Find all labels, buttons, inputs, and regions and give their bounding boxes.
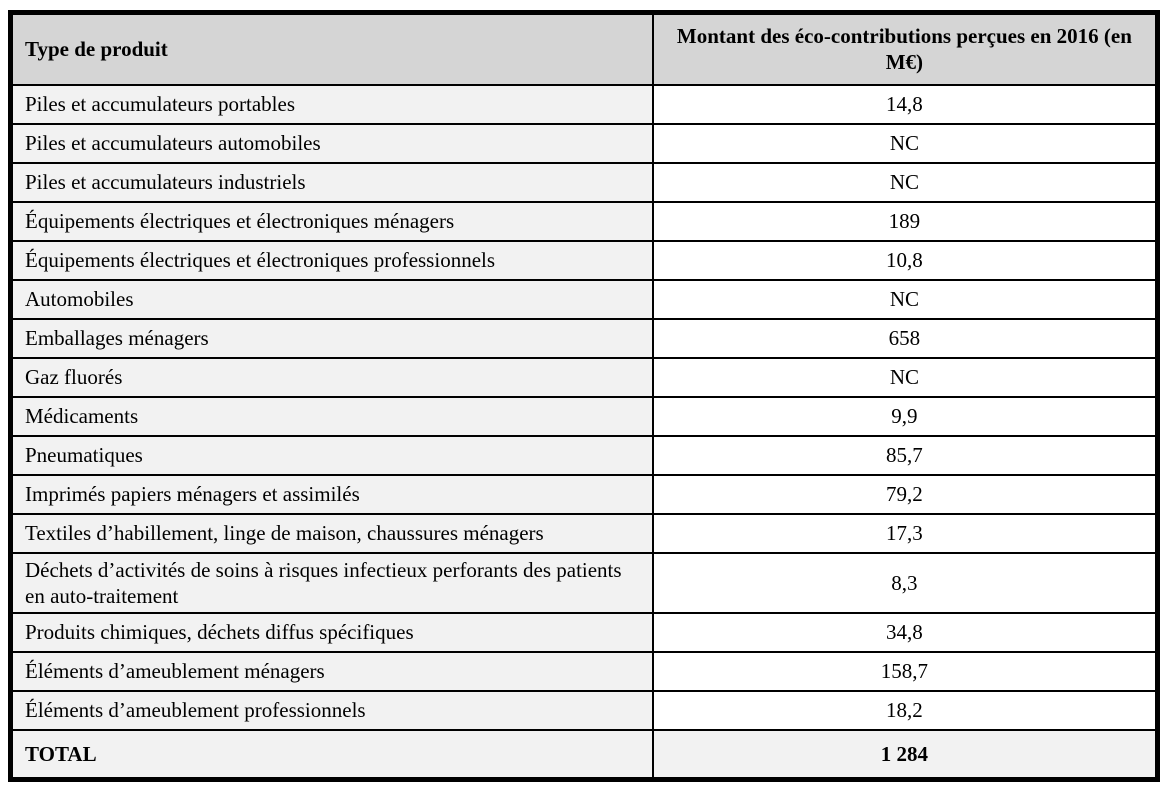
product-label: Piles et accumulateurs industriels	[9, 161, 654, 203]
amount-value: 79,2	[651, 473, 1159, 515]
amount-value: 18,2	[651, 690, 1159, 731]
amount-value: 10,8	[651, 239, 1159, 281]
amount-value: 17,3	[651, 512, 1159, 554]
product-label: Éléments d’ameublement ménagers	[9, 651, 654, 692]
amount-value: 158,7	[651, 651, 1159, 692]
table-row: Déchets d’activités de soins à risques i…	[9, 551, 1159, 614]
product-label: Imprimés papiers ménagers et assimilés	[9, 473, 654, 515]
table-row: Équipements électriques et électroniques…	[9, 239, 1159, 281]
amount-value: 85,7	[651, 434, 1159, 476]
header-product-type: Type de produit	[9, 11, 654, 86]
product-label: Piles et accumulateurs automobiles	[9, 122, 654, 164]
product-label: Équipements électriques et électroniques…	[9, 239, 654, 281]
amount-value: 189	[651, 200, 1159, 242]
table-row: Textiles d’habillement, linge de maison,…	[9, 512, 1159, 554]
table-row: Éléments d’ameublement professionnels 18…	[9, 690, 1159, 731]
amount-value: 658	[651, 317, 1159, 359]
header-amount-2016: Montant des éco-contributions perçues en…	[651, 11, 1159, 86]
header-row: Type de produit Montant des éco-contribu…	[9, 11, 1159, 86]
table-row: Emballages ménagers 658	[9, 317, 1159, 359]
table-row: Piles et accumulateurs portables 14,8	[9, 83, 1159, 125]
amount-value: NC	[651, 161, 1159, 203]
table-row: Automobiles NC	[9, 278, 1159, 320]
product-label: Éléments d’ameublement professionnels	[9, 690, 654, 731]
table-footer: TOTAL 1 284	[9, 729, 1159, 781]
total-value: 1 284	[651, 729, 1159, 781]
amount-value: 8,3	[651, 551, 1159, 614]
table-row: Équipements électriques et électroniques…	[9, 200, 1159, 242]
amount-value: NC	[651, 122, 1159, 164]
table-row: Produits chimiques, déchets diffus spéci…	[9, 612, 1159, 653]
product-label: Médicaments	[9, 395, 654, 437]
table-row: Éléments d’ameublement ménagers 158,7	[9, 651, 1159, 692]
product-label: Gaz fluorés	[9, 356, 654, 398]
amount-value: 14,8	[651, 83, 1159, 125]
product-label: Automobiles	[9, 278, 654, 320]
table-row: Piles et accumulateurs automobiles NC	[9, 122, 1159, 164]
table-header: Type de produit Montant des éco-contribu…	[9, 11, 1159, 86]
product-label: Produits chimiques, déchets diffus spéci…	[9, 612, 654, 653]
table-row: Imprimés papiers ménagers et assimilés 7…	[9, 473, 1159, 515]
product-label: Équipements électriques et électroniques…	[9, 200, 654, 242]
product-label: Pneumatiques	[9, 434, 654, 476]
eco-contributions-table: Type de produit Montant des éco-contribu…	[8, 10, 1160, 782]
amount-value: 9,9	[651, 395, 1159, 437]
product-label: Emballages ménagers	[9, 317, 654, 359]
total-label: TOTAL	[9, 729, 654, 781]
table-row: Médicaments 9,9	[9, 395, 1159, 437]
product-label: Piles et accumulateurs portables	[9, 83, 654, 125]
total-row: TOTAL 1 284	[9, 729, 1159, 781]
amount-value: 34,8	[651, 612, 1159, 653]
amount-value: NC	[651, 278, 1159, 320]
product-label: Textiles d’habillement, linge de maison,…	[9, 512, 654, 554]
table-body: Piles et accumulateurs portables 14,8 Pi…	[9, 83, 1159, 731]
table-row: Pneumatiques 85,7	[9, 434, 1159, 476]
table-row: Piles et accumulateurs industriels NC	[9, 161, 1159, 203]
product-label: Déchets d’activités de soins à risques i…	[9, 551, 654, 614]
table-row: Gaz fluorés NC	[9, 356, 1159, 398]
amount-value: NC	[651, 356, 1159, 398]
